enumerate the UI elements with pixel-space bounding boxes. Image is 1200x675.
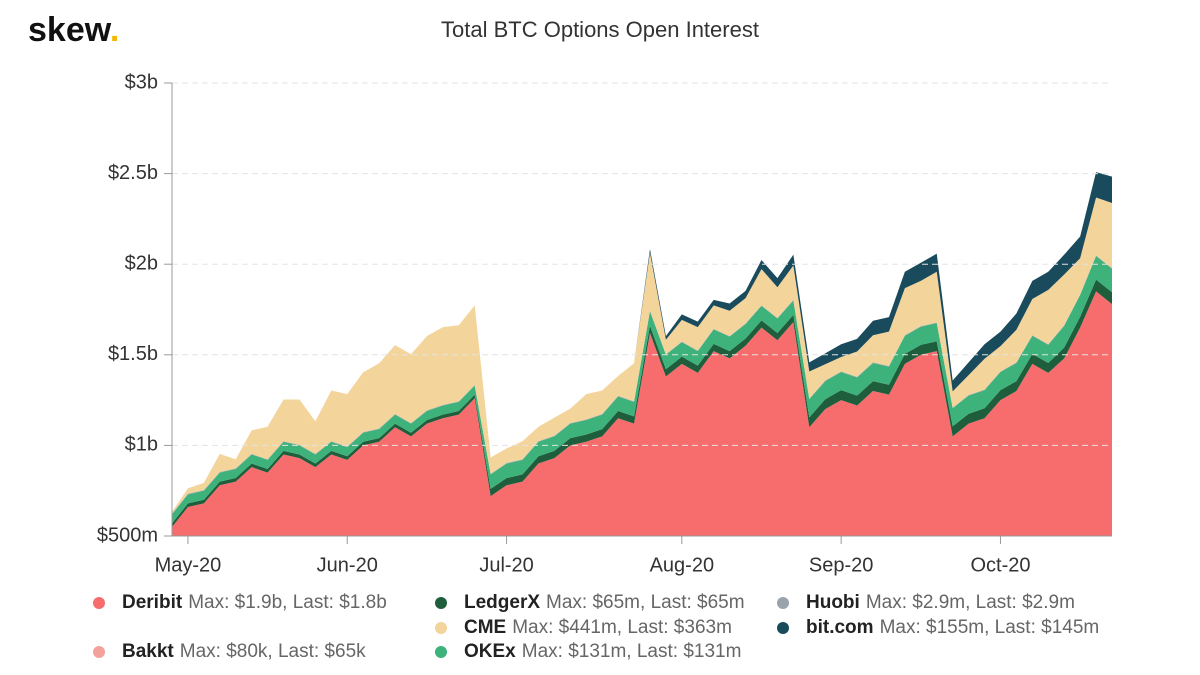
brand-logo: skew. — [28, 11, 119, 49]
legend-marker — [93, 646, 105, 658]
legend-entry: bit.com Max: $155m, Last: $145m — [806, 617, 1099, 638]
legend-name: LedgerX — [464, 592, 540, 613]
legend-entry: Huobi Max: $2.9m, Last: $2.9m — [806, 592, 1075, 613]
legend-summary: Max: $441m, Last: $363m — [512, 617, 732, 638]
legend-marker — [777, 597, 789, 609]
legend-summary: Max: $131m, Last: $131m — [522, 641, 742, 662]
legend-name: CME — [464, 617, 506, 638]
area — [172, 197, 1112, 514]
legend-entry: OKEx Max: $131m, Last: $131m — [464, 641, 741, 662]
legend-summary: Max: $65m, Last: $65m — [546, 592, 745, 613]
legend-marker — [435, 622, 447, 634]
legend-summary: Max: $80k, Last: $65k — [180, 641, 366, 662]
legend-marker — [777, 622, 789, 634]
legend-entry: LedgerX Max: $65m, Last: $65m — [464, 592, 745, 613]
legend-name: Bakkt — [122, 641, 174, 662]
y-tick-label: $500m — [97, 524, 158, 546]
legend-name: Huobi — [806, 592, 860, 613]
legend-marker — [435, 597, 447, 609]
x-tick-label: Jun-20 — [317, 554, 378, 576]
legend-name: Deribit — [122, 592, 183, 613]
plot-area — [172, 172, 1112, 536]
x-tick-label: Aug-20 — [650, 554, 715, 576]
brand-name: skew — [28, 11, 112, 49]
x-tick-label: May-20 — [155, 554, 222, 576]
legend-summary: Max: $155m, Last: $145m — [880, 617, 1100, 638]
legend-summary: Max: $1.9b, Last: $1.8b — [188, 592, 387, 613]
x-tick-label: Oct-20 — [970, 554, 1030, 576]
legend-name: OKEx — [464, 641, 516, 662]
legend-entry: Bakkt Max: $80k, Last: $65k — [122, 641, 366, 662]
y-tick-label: $1b — [125, 434, 158, 456]
x-tick-label: Sep-20 — [809, 554, 874, 576]
chart-title: Total BTC Options Open Interest — [441, 17, 759, 42]
legend-entry: CME Max: $441m, Last: $363m — [464, 617, 732, 638]
area — [172, 291, 1112, 536]
y-tick-label: $2.5b — [108, 162, 158, 184]
legend-entry: Deribit Max: $1.9b, Last: $1.8b — [122, 592, 387, 613]
legend-marker — [435, 646, 447, 658]
legend-marker — [93, 597, 105, 609]
legend-summary: Max: $2.9m, Last: $2.9m — [866, 592, 1075, 613]
y-tick-label: $3b — [125, 71, 158, 93]
brand-dot: . — [110, 11, 119, 49]
y-tick-label: $2b — [125, 252, 158, 274]
y-tick-label: $1.5b — [108, 343, 158, 365]
legend-name: bit.com — [806, 617, 874, 638]
x-tick-label: Jul-20 — [479, 554, 533, 576]
